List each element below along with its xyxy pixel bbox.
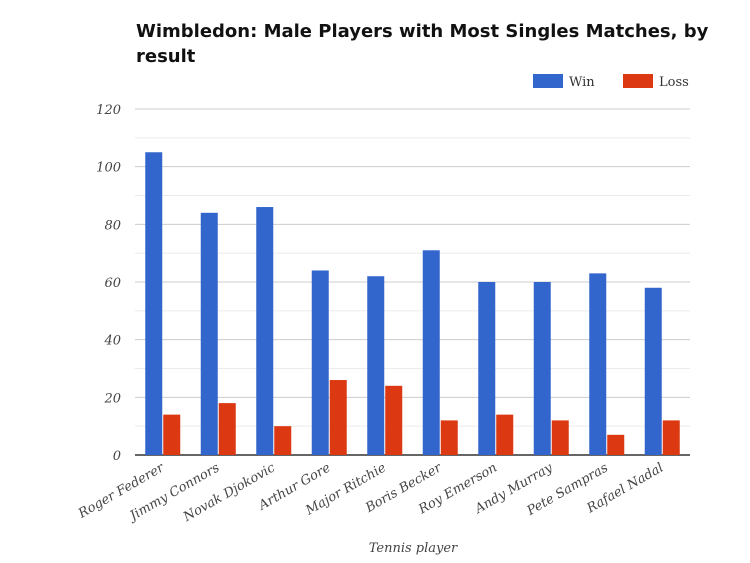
y-tick-label: 80: [104, 218, 121, 233]
chart-title-line1: Wimbledon: Male Players with Most Single…: [136, 21, 709, 42]
bar-loss: [218, 403, 236, 455]
legend-label-loss: Loss: [659, 75, 689, 90]
legend-label-win: Win: [569, 75, 595, 90]
bar-loss: [662, 420, 680, 455]
y-tick-label: 120: [96, 103, 121, 118]
x-tick-label: Novak Djokovic: [180, 460, 278, 525]
bar-win: [145, 152, 163, 455]
bar-win: [478, 282, 496, 455]
bar-loss: [607, 434, 625, 455]
bar-win: [256, 207, 274, 455]
bar-win: [644, 287, 662, 455]
bar-win: [533, 282, 551, 455]
x-tick-label: Jimmy Connors: [125, 460, 223, 525]
bar-win: [200, 212, 218, 455]
legend-swatch-loss: [623, 74, 653, 88]
bar-win: [311, 270, 329, 455]
legend-swatch-win: [533, 74, 563, 88]
bar-loss: [440, 420, 458, 455]
y-tick-label: 20: [103, 391, 121, 406]
y-tick-label: 60: [104, 276, 121, 291]
bar-win: [367, 276, 385, 455]
bar-loss: [163, 414, 181, 455]
y-tick-label: 0: [113, 449, 121, 464]
bar-loss: [385, 385, 403, 455]
bar-win: [422, 250, 440, 455]
chart-title-line2: result: [136, 46, 196, 67]
bar-win: [589, 273, 607, 455]
bar-loss: [496, 414, 514, 455]
y-tick-label: 40: [103, 334, 121, 349]
bar-loss: [329, 380, 347, 455]
y-tick-label: 100: [96, 161, 121, 176]
x-axis-title: Tennis player: [369, 541, 458, 556]
bar-loss: [274, 426, 292, 455]
bar-loss: [551, 420, 569, 455]
